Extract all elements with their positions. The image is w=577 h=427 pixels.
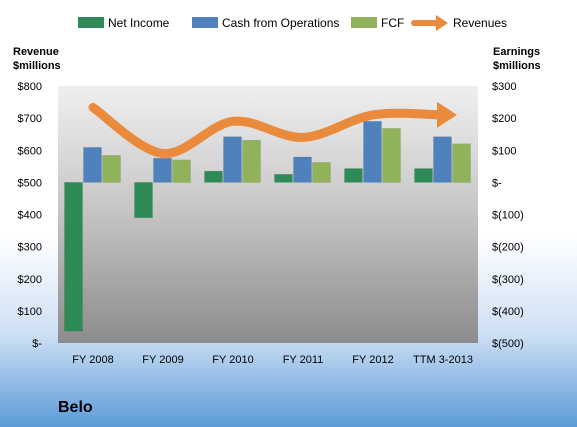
bar-fcf-fy-2012 <box>382 128 401 183</box>
left-axis-title-line2: $millions <box>13 60 61 72</box>
left-tick-label: $700 <box>18 113 42 125</box>
left-tick-label: $500 <box>18 177 42 189</box>
x-tick-label-fy-2010: FY 2010 <box>212 354 253 366</box>
legend-label-net-income: Net Income <box>108 16 170 30</box>
bar-fcf-ttm-3-2013 <box>452 143 471 183</box>
left-tick-label: $400 <box>18 210 42 222</box>
right-tick-label: $(500) <box>492 338 524 350</box>
bar-cash-from-operations-fy-2012 <box>363 121 382 183</box>
x-tick-label-ttm-3-2013: TTM 3-2013 <box>413 354 473 366</box>
company-name: Belo <box>58 399 93 416</box>
right-axis-title-line2: $millions <box>493 60 541 72</box>
bar-net-income-ttm-3-2013 <box>414 168 433 183</box>
x-tick-label-fy-2008: FY 2008 <box>72 354 113 366</box>
legend-swatch-fcf <box>351 17 377 28</box>
bar-net-income-fy-2010 <box>204 170 223 183</box>
x-tick-label-fy-2009: FY 2009 <box>142 354 183 366</box>
left-axis: $- $100 $200 $300 $400 $500 $600 $700 $800 <box>18 81 43 350</box>
bar-net-income-fy-2012 <box>344 168 363 183</box>
bar-cash-from-operations-ttm-3-2013 <box>433 136 452 183</box>
bar-cash-from-operations-fy-2010 <box>223 136 242 183</box>
left-tick-label: $200 <box>18 274 42 286</box>
revenue-line <box>88 101 457 158</box>
bar-cash-from-operations-fy-2011 <box>293 156 312 183</box>
x-tick-label-fy-2011: FY 2011 <box>283 354 324 366</box>
left-tick-label: $800 <box>18 81 42 93</box>
bars <box>64 121 471 332</box>
bar-fcf-fy-2009 <box>172 159 191 183</box>
bar-fcf-fy-2011 <box>312 162 331 183</box>
legend-label-revenues: Revenues <box>453 16 507 30</box>
bar-net-income-fy-2009 <box>134 182 153 218</box>
right-tick-label: $(200) <box>492 242 524 254</box>
revenue-line-path <box>88 103 448 158</box>
right-tick-label: $100 <box>492 145 516 157</box>
right-tick-label: $- <box>492 177 502 189</box>
revenue-arrow-head <box>437 101 457 128</box>
left-tick-label: $100 <box>18 306 42 318</box>
legend: Net Income Cash from Operations FCF Revenue… <box>78 15 507 31</box>
legend-swatch-arrow-revenues <box>436 15 448 31</box>
right-tick-label: $(100) <box>492 210 524 222</box>
right-tick-label: $(300) <box>492 274 524 286</box>
left-tick-label: $300 <box>18 242 42 254</box>
left-tick-label: $600 <box>18 145 42 157</box>
legend-swatch-net-income <box>78 17 104 28</box>
bar-net-income-fy-2011 <box>274 174 293 183</box>
left-axis-title-line1: Revenue <box>13 46 59 58</box>
right-tick-label: $200 <box>492 113 516 125</box>
legend-label-cash-from-operations: Cash from Operations <box>222 16 339 30</box>
legend-swatch-cash-from-operations <box>192 17 218 28</box>
x-tick-label-fy-2012: FY 2012 <box>352 354 393 366</box>
bar-fcf-fy-2010 <box>242 140 261 183</box>
legend-label-fcf: FCF <box>381 16 404 30</box>
right-axis-title-line1: Earnings <box>493 46 540 58</box>
bar-cash-from-operations-fy-2008 <box>83 147 102 183</box>
left-tick-label: $- <box>32 338 42 350</box>
bar-cash-from-operations-fy-2009 <box>153 158 172 183</box>
right-tick-label: $(400) <box>492 306 524 318</box>
bar-fcf-fy-2008 <box>102 155 121 183</box>
x-axis-labels: FY 2008 FY 2009 FY 2010 FY 2011 FY 2012 TTM 3… <box>72 354 473 366</box>
right-tick-label: $300 <box>492 81 516 93</box>
right-axis: $300 $200 $100 $- $(100) $(200) $(300) $(400) $(… <box>492 81 524 350</box>
bar-net-income-fy-2008 <box>64 182 83 332</box>
